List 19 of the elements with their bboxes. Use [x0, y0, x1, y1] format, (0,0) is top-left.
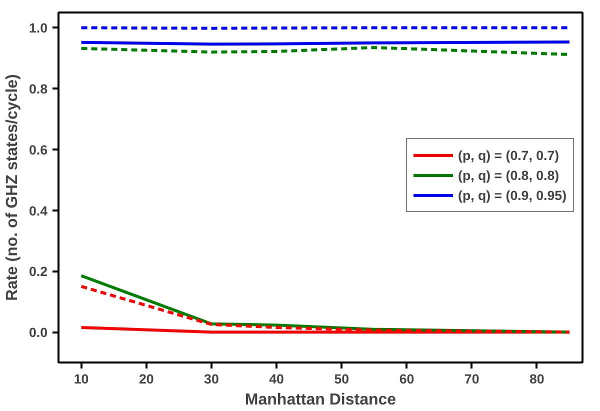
- x-tick-label: 10: [74, 372, 89, 386]
- x-tick-label: 30: [204, 372, 219, 386]
- legend-label: (p, q) = (0.8, 0.8): [458, 168, 560, 182]
- legend-label: (p, q) = (0.9, 0.95): [458, 188, 567, 202]
- y-tick-label: 1.0: [28, 20, 48, 36]
- y-axis-title: Rate (no. of GHZ states/cycle): [4, 74, 21, 301]
- y-tick-label: 0.8: [28, 82, 48, 97]
- x-tick-label: 50: [334, 372, 350, 386]
- x-tick-label: 70: [464, 372, 480, 386]
- y-tick-label: 0.2: [28, 264, 48, 280]
- y-tick-label: 0.6: [28, 142, 48, 158]
- x-tick-label: 80: [530, 372, 544, 386]
- y-tick-label: 0.4: [28, 203, 48, 218]
- x-tick-label: 60: [399, 372, 414, 386]
- x-tick-label: 40: [269, 372, 284, 386]
- x-axis-title: Manhattan Distance: [244, 392, 396, 408]
- x-tick-label: 20: [138, 372, 154, 386]
- y-tick-label: 0.0: [28, 325, 48, 340]
- legend-label: (p, q) = (0.7, 0.7): [458, 148, 560, 162]
